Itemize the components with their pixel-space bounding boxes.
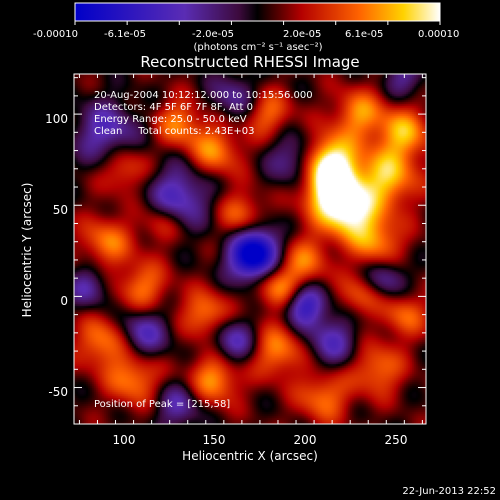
x-tick-label: 250 [385,433,408,447]
colorbar-tick-label: 2.0e-05 [283,29,321,40]
colorbar: -0.00010 -6.1e-05 -2.0e-05 2.0e-05 6.1e-… [33,2,459,53]
annotation-counts: Clean Total counts: 2.43E+03 [94,126,254,137]
colorbar-tick-label: 6.1e-05 [345,29,383,40]
y-axis-label: Heliocentric Y (arcsec) [20,183,34,318]
peak-position-label: Position of Peak = [215,58] [94,399,230,410]
axis-ticks [74,74,426,425]
y-tick-label: 0 [60,294,68,308]
colorbar-unit-label: (photons cm⁻² s⁻¹ asec⁻²) [193,42,322,53]
y-tick-label: -50 [48,385,68,399]
x-tick-label: 150 [203,433,226,447]
colorbar-tick-label: -2.0e-05 [192,29,234,40]
chart-title: Reconstructed RHESSI Image [140,53,359,71]
plot-frame [73,73,427,425]
annotation-time: 20-Aug-2004 10:12:12.000 to 10:15:56.000 [94,90,313,101]
plot-area: 20-Aug-2004 10:12:12.000 to 10:15:56.000… [73,73,427,425]
y-tick-label: 50 [53,203,68,217]
y-tick-label: 100 [45,112,68,126]
annotation-energy: Energy Range: 25.0 - 50.0 keV [94,114,247,125]
x-tick-label: 200 [294,433,317,447]
colorbar-tick-label: -0.00010 [33,29,78,40]
colorbar-gradient [74,2,441,22]
annotation-detectors: Detectors: 4F 5F 6F 7F 8F, Att 0 [94,102,253,113]
x-tick-label: 100 [113,433,136,447]
colorbar-tick-label: 0.00010 [418,29,459,40]
colorbar-ticks [74,21,441,25]
footer-timestamp: 22-Jun-2013 22:52 [402,486,496,497]
colorbar-tick-label: -6.1e-05 [104,29,146,40]
heatmap-canvas [74,74,426,424]
x-axis-label: Heliocentric X (arcsec) [182,449,318,463]
